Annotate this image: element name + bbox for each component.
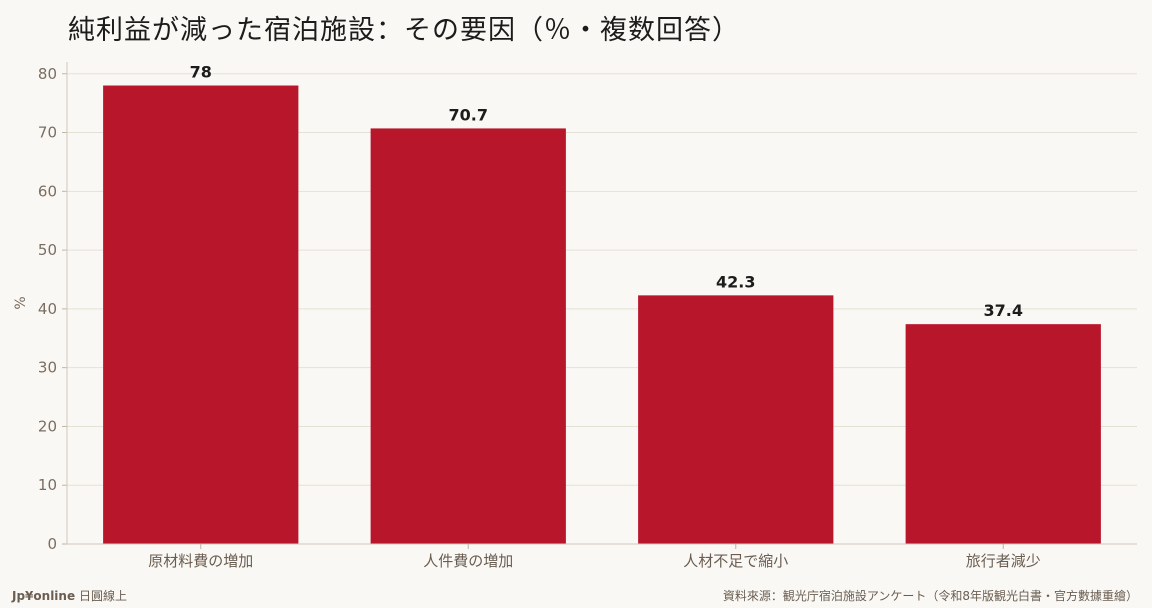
y-axis-label: % xyxy=(13,296,29,309)
bar-value-label: 37.4 xyxy=(984,301,1023,320)
axes xyxy=(62,62,1137,549)
y-tick-label: 50 xyxy=(38,241,57,259)
y-tick-label: 30 xyxy=(38,359,57,377)
bar xyxy=(905,324,1101,544)
x-tick-label: 旅行者減少 xyxy=(966,552,1041,570)
x-tick-label: 原材料費の増加 xyxy=(148,552,253,570)
bars xyxy=(103,85,1101,545)
y-tick-label: 20 xyxy=(38,417,57,435)
y-tick-label: 80 xyxy=(38,65,57,83)
y-tick-label: 60 xyxy=(38,182,57,200)
bar-value-label: 78 xyxy=(190,63,212,82)
bar-value-label: 70.7 xyxy=(449,105,488,124)
bar-value-label: 42.3 xyxy=(716,272,755,291)
chart-title: 純利益が減った宿泊施設：その要因（％・複数回答） xyxy=(68,15,740,46)
y-tick-label: 70 xyxy=(38,124,57,142)
footer-brand: Jp¥online 日圓線上 xyxy=(12,587,127,604)
labels: 0 10 20 30 40 50 60 70 80% 78 原材料費の増加 70.7 人件費の増加 42.… xyxy=(13,63,1041,570)
y-tick-label: 0 xyxy=(47,535,57,553)
y-tick-label: 40 xyxy=(38,300,57,318)
y-tick-label: 10 xyxy=(38,476,57,494)
brand-name: Jp¥online xyxy=(12,589,76,603)
x-tick-label: 人材不足で縮小 xyxy=(683,552,788,570)
brand-subtitle: 日圓線上 xyxy=(78,589,127,603)
bar xyxy=(103,85,299,544)
bar xyxy=(370,128,566,545)
x-tick-label: 人件費の増加 xyxy=(423,552,513,570)
source-note: 資料來源：観光庁宿泊施設アンケート（令和8年版観光白書・官方數據重繪） xyxy=(722,589,1138,603)
bar xyxy=(638,295,834,544)
